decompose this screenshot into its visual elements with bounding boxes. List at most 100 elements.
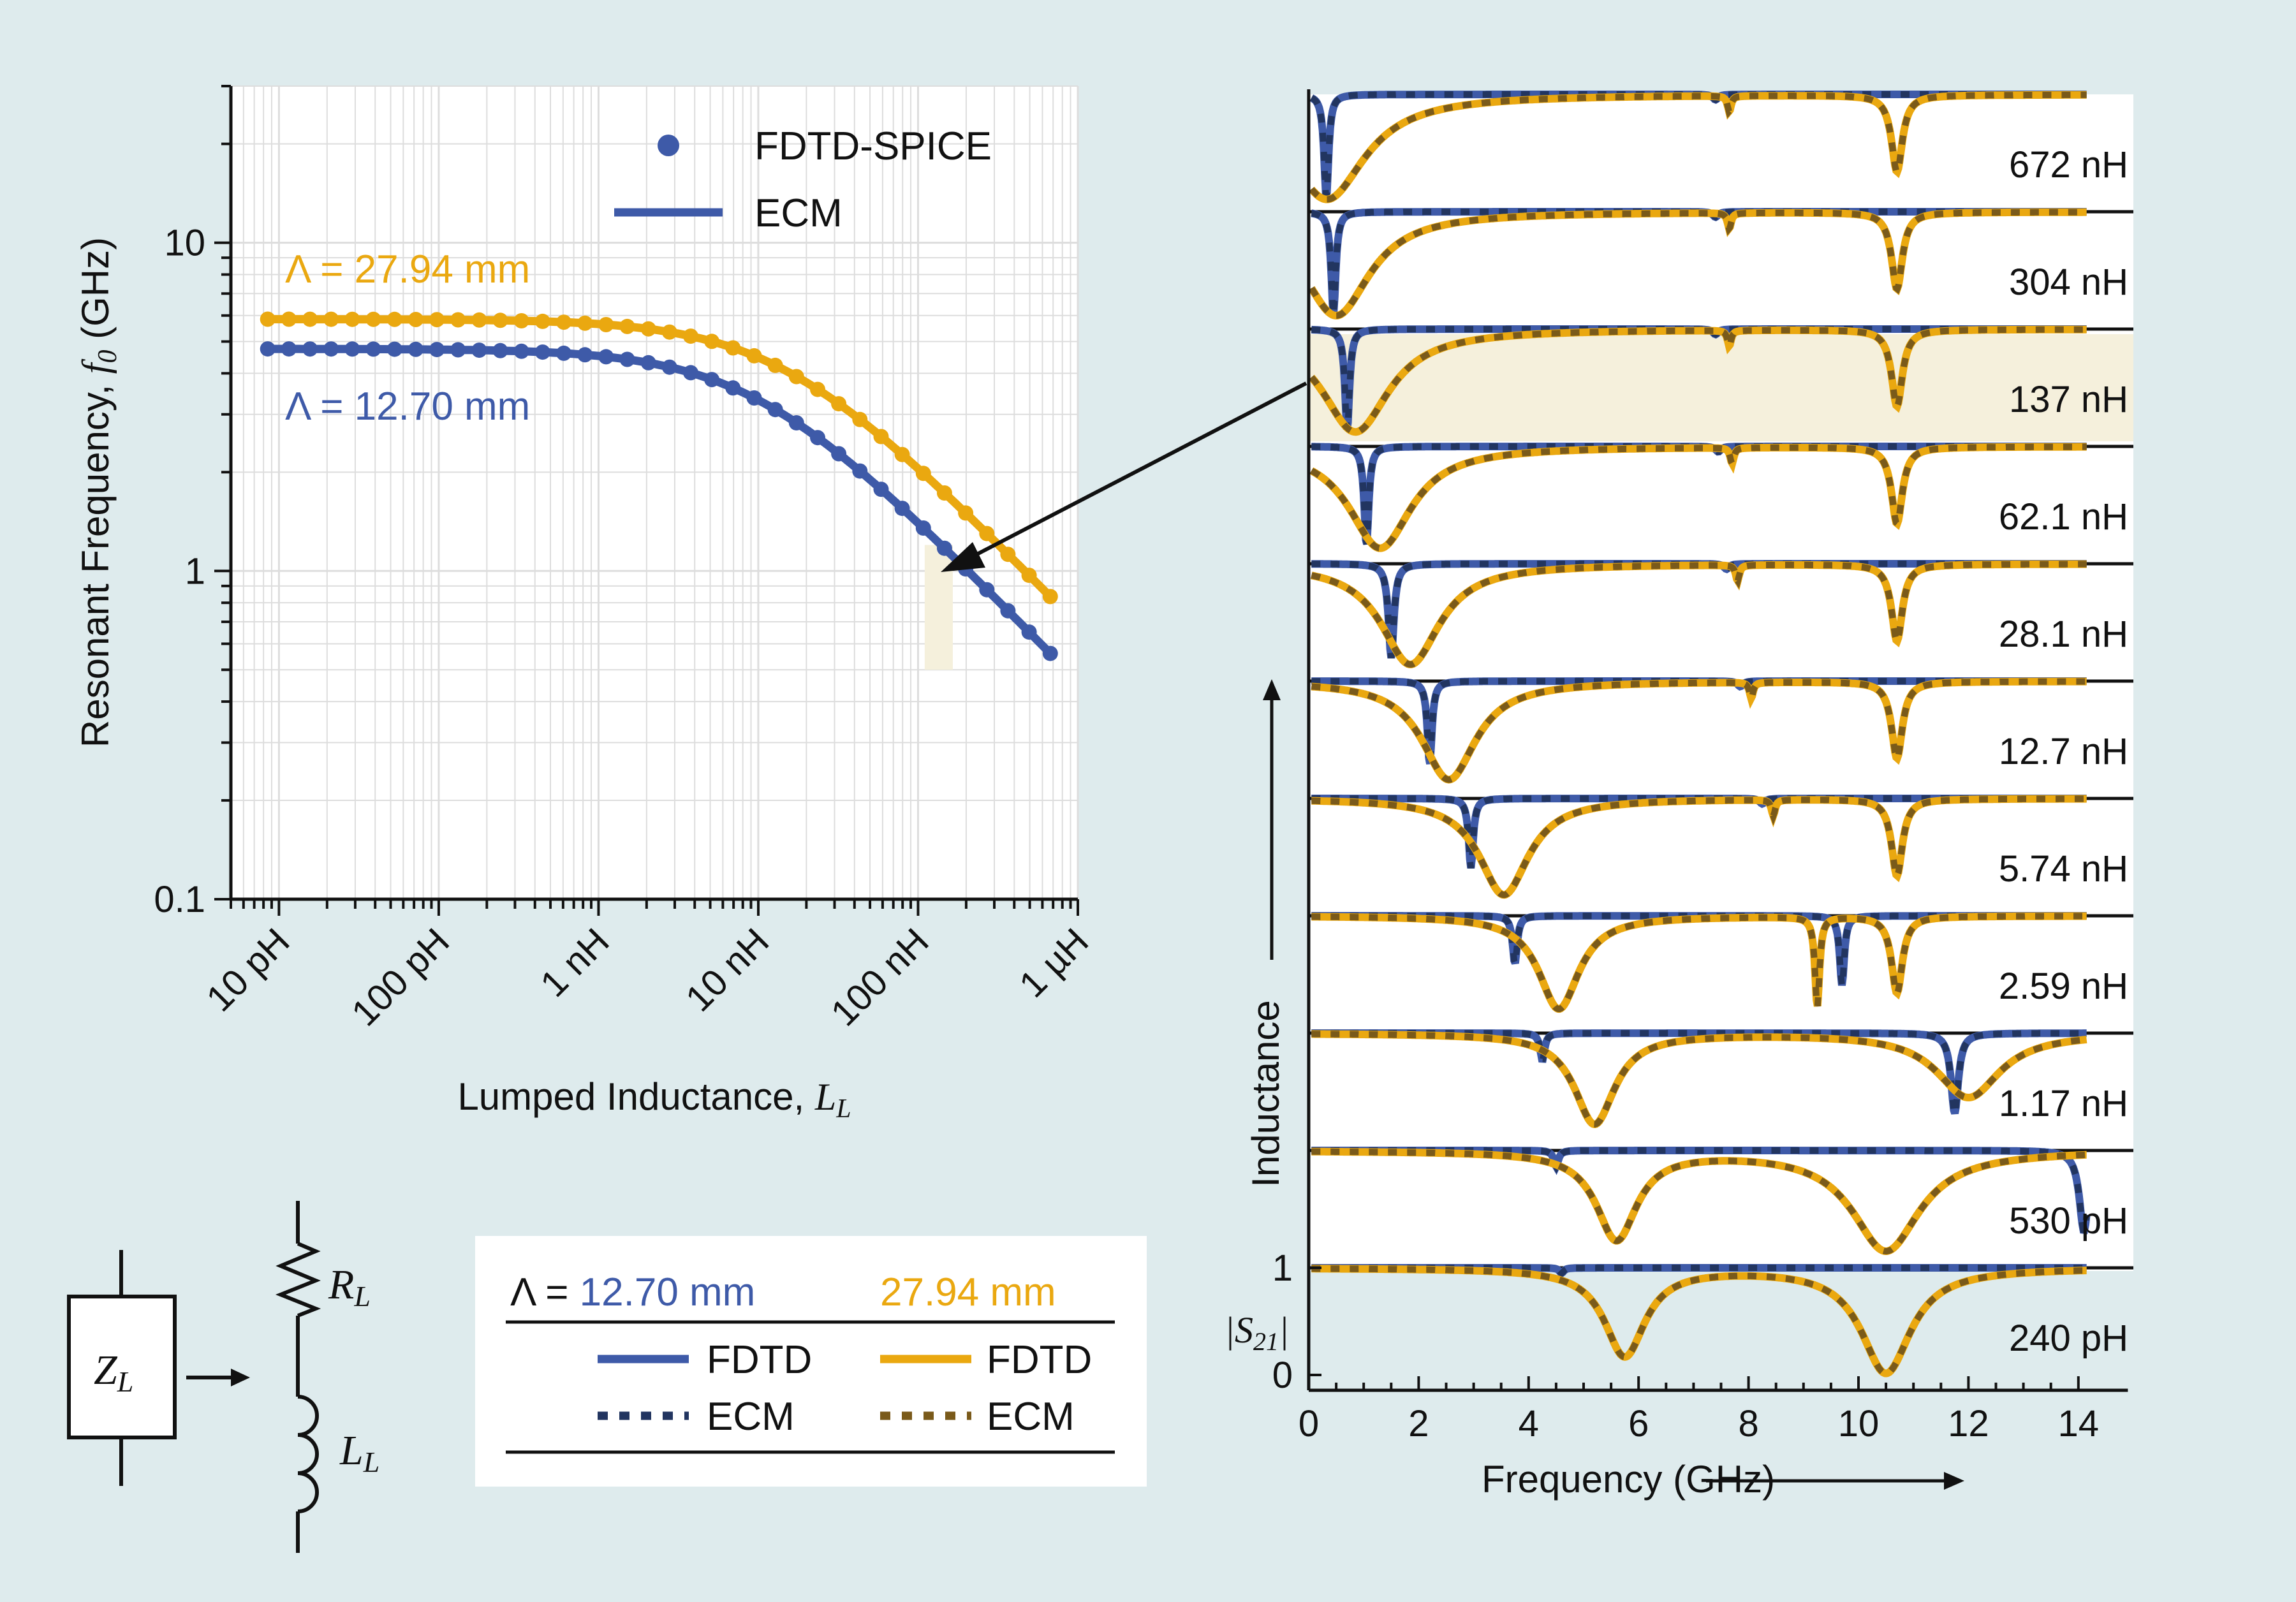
fdtd-point — [810, 382, 825, 397]
fdtd-point — [387, 342, 402, 357]
fdtd-point — [895, 447, 910, 462]
legend-table-lambda-prefix: Λ = 12.70 mm — [510, 1270, 755, 1314]
fdtd-point — [747, 348, 762, 364]
fdtd-point — [577, 347, 592, 362]
y-tick-label: 10 — [164, 223, 205, 264]
fdtd-point — [895, 501, 910, 516]
legend-fdtd-gold-label: FDTD — [987, 1338, 1092, 1382]
fdtd-point — [408, 312, 423, 327]
fdtd-point — [535, 314, 550, 329]
fdtd-point — [366, 341, 381, 356]
fdtd-point — [641, 355, 656, 371]
fdtd-point — [387, 312, 402, 327]
legend-fdtd-blue-label: FDTD — [707, 1338, 812, 1382]
x-tick-label: 0 — [1299, 1403, 1319, 1444]
fdtd-point — [704, 334, 719, 349]
y-tick-label: 0 — [1272, 1355, 1293, 1396]
fdtd-point — [556, 346, 571, 361]
fdtd-point — [789, 369, 804, 385]
fdtd-point — [302, 341, 318, 356]
fdtd-point — [577, 316, 592, 331]
x-tick-label: 12 — [1948, 1403, 1989, 1444]
panel-137-nH: 137 nH — [1309, 329, 2133, 441]
fdtd-point — [683, 328, 698, 344]
legend-table-col2-header: 27.94 mm — [880, 1270, 1056, 1314]
lambda-blue-annotation: Λ = 12.70 mm — [285, 385, 530, 429]
fdtd-point — [514, 313, 529, 328]
fdtd-point — [302, 312, 318, 327]
y-tick-label: 0.1 — [154, 879, 205, 920]
fdtd-point — [1022, 624, 1037, 640]
fdtd-point — [874, 429, 889, 445]
fdtd-point — [471, 342, 487, 358]
fdtd-point — [535, 344, 550, 360]
legend-ecm-label: ECM — [754, 191, 843, 235]
legend-dot-marker — [658, 135, 679, 156]
panel-label: 530 pH — [2009, 1200, 2128, 1242]
fdtd-point — [810, 430, 825, 445]
fdtd-point — [429, 312, 445, 327]
fdtd-point — [979, 582, 994, 598]
panel-label: 28.1 nH — [1999, 614, 2128, 655]
panel-label: 304 nH — [2009, 261, 2128, 303]
resonance-x-axis-title: Lumped Inductance, LL — [457, 1075, 851, 1124]
panel-label: 12.7 nH — [1999, 731, 2128, 772]
legend-fdtd-spice-label: FDTD-SPICE — [754, 124, 992, 168]
fdtd-point — [344, 341, 360, 356]
fdtd-point — [768, 358, 783, 373]
resonance-highlight-region — [925, 545, 953, 670]
panel-label: 2.59 nH — [1999, 966, 2128, 1007]
fdtd-point — [852, 412, 867, 427]
fdtd-point — [260, 341, 276, 356]
legend-ecm-gold-label: ECM — [987, 1395, 1075, 1439]
fdtd-point — [598, 317, 614, 332]
fdtd-point — [937, 485, 952, 501]
fdtd-point — [979, 526, 994, 541]
fdtd-point — [429, 342, 445, 357]
panel-label: 5.74 nH — [1999, 848, 2128, 890]
fdtd-point — [281, 341, 297, 356]
fdtd-point — [1000, 603, 1015, 619]
fdtd-point — [937, 541, 952, 556]
x-tick-label: 14 — [2058, 1403, 2100, 1444]
panel-label: 1.17 nH — [1999, 1083, 2128, 1124]
y-tick-label: 1 — [1272, 1247, 1293, 1289]
fdtd-point — [831, 446, 846, 462]
fdtd-point — [725, 341, 740, 356]
fdtd-point — [704, 372, 719, 387]
inductance-axis-title: Inductance — [1244, 1000, 1287, 1187]
fdtd-point — [620, 352, 635, 367]
x-tick-label: 4 — [1519, 1403, 1539, 1444]
fdtd-point — [598, 349, 614, 364]
fdtd-point — [662, 325, 677, 340]
fdtd-point — [281, 312, 297, 327]
fdtd-point — [260, 312, 276, 327]
lambda-gold-annotation: Λ = 27.94 mm — [285, 247, 530, 291]
resonance-y-axis-title: Resonant Frequency, f0 (GHz) — [74, 237, 122, 747]
fdtd-point — [641, 321, 656, 337]
fdtd-point — [323, 341, 339, 356]
x-tick-label: 6 — [1628, 1403, 1649, 1444]
fdtd-point — [747, 390, 762, 406]
x-tick-label: 8 — [1738, 1403, 1758, 1444]
fdtd-point — [1022, 568, 1037, 583]
panel-label: 672 nH — [2009, 144, 2128, 186]
fdtd-point — [1043, 646, 1058, 661]
fdtd-point — [916, 520, 931, 536]
figure: 0.111010 pH 100 pH 1 nH 10 nH 100 nH 1 µH FDT… — [0, 0, 2296, 1602]
fdtd-point — [958, 505, 973, 520]
fdtd-point — [683, 365, 698, 380]
fdtd-point — [789, 415, 804, 430]
fdtd-point — [408, 342, 423, 357]
x-tick-label: 2 — [1408, 1403, 1429, 1444]
fdtd-point — [662, 360, 677, 375]
fdtd-point — [493, 312, 508, 328]
fdtd-point — [916, 466, 931, 481]
fdtd-point — [514, 344, 529, 359]
fdtd-point — [852, 464, 867, 479]
fdtd-point — [450, 312, 466, 328]
fdtd-point — [1000, 547, 1015, 562]
fdtd-point — [831, 396, 846, 411]
panel-label: 240 pH — [2009, 1318, 2128, 1359]
fdtd-point — [556, 314, 571, 330]
